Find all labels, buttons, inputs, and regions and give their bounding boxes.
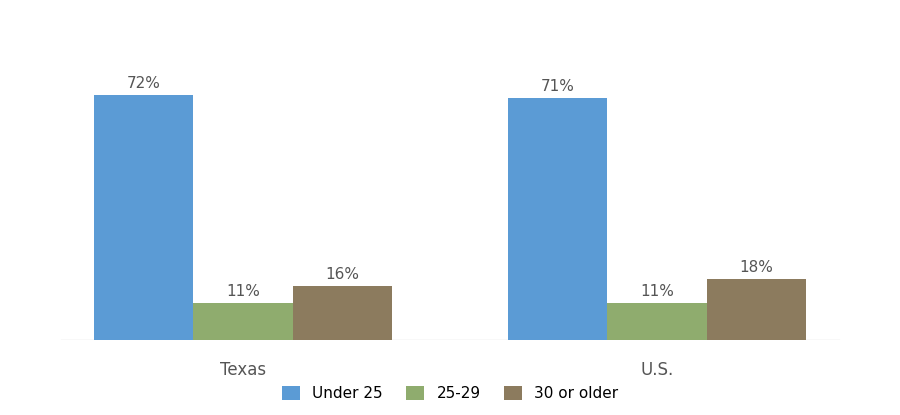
Text: 16%: 16% (326, 266, 359, 282)
Bar (194, 303, 292, 340)
Bar (508, 98, 608, 340)
Text: 71%: 71% (541, 79, 574, 94)
Text: 11%: 11% (226, 284, 260, 299)
Text: Texas: Texas (220, 361, 266, 379)
Text: 72%: 72% (127, 76, 160, 90)
Bar (706, 279, 806, 340)
Bar (608, 303, 706, 340)
Text: 11%: 11% (640, 284, 674, 299)
Bar (292, 286, 392, 340)
Bar (94, 95, 194, 340)
Text: 18%: 18% (740, 260, 773, 275)
Text: U.S.: U.S. (641, 361, 673, 379)
Legend: Under 25, 25-29, 30 or older: Under 25, 25-29, 30 or older (274, 378, 626, 409)
